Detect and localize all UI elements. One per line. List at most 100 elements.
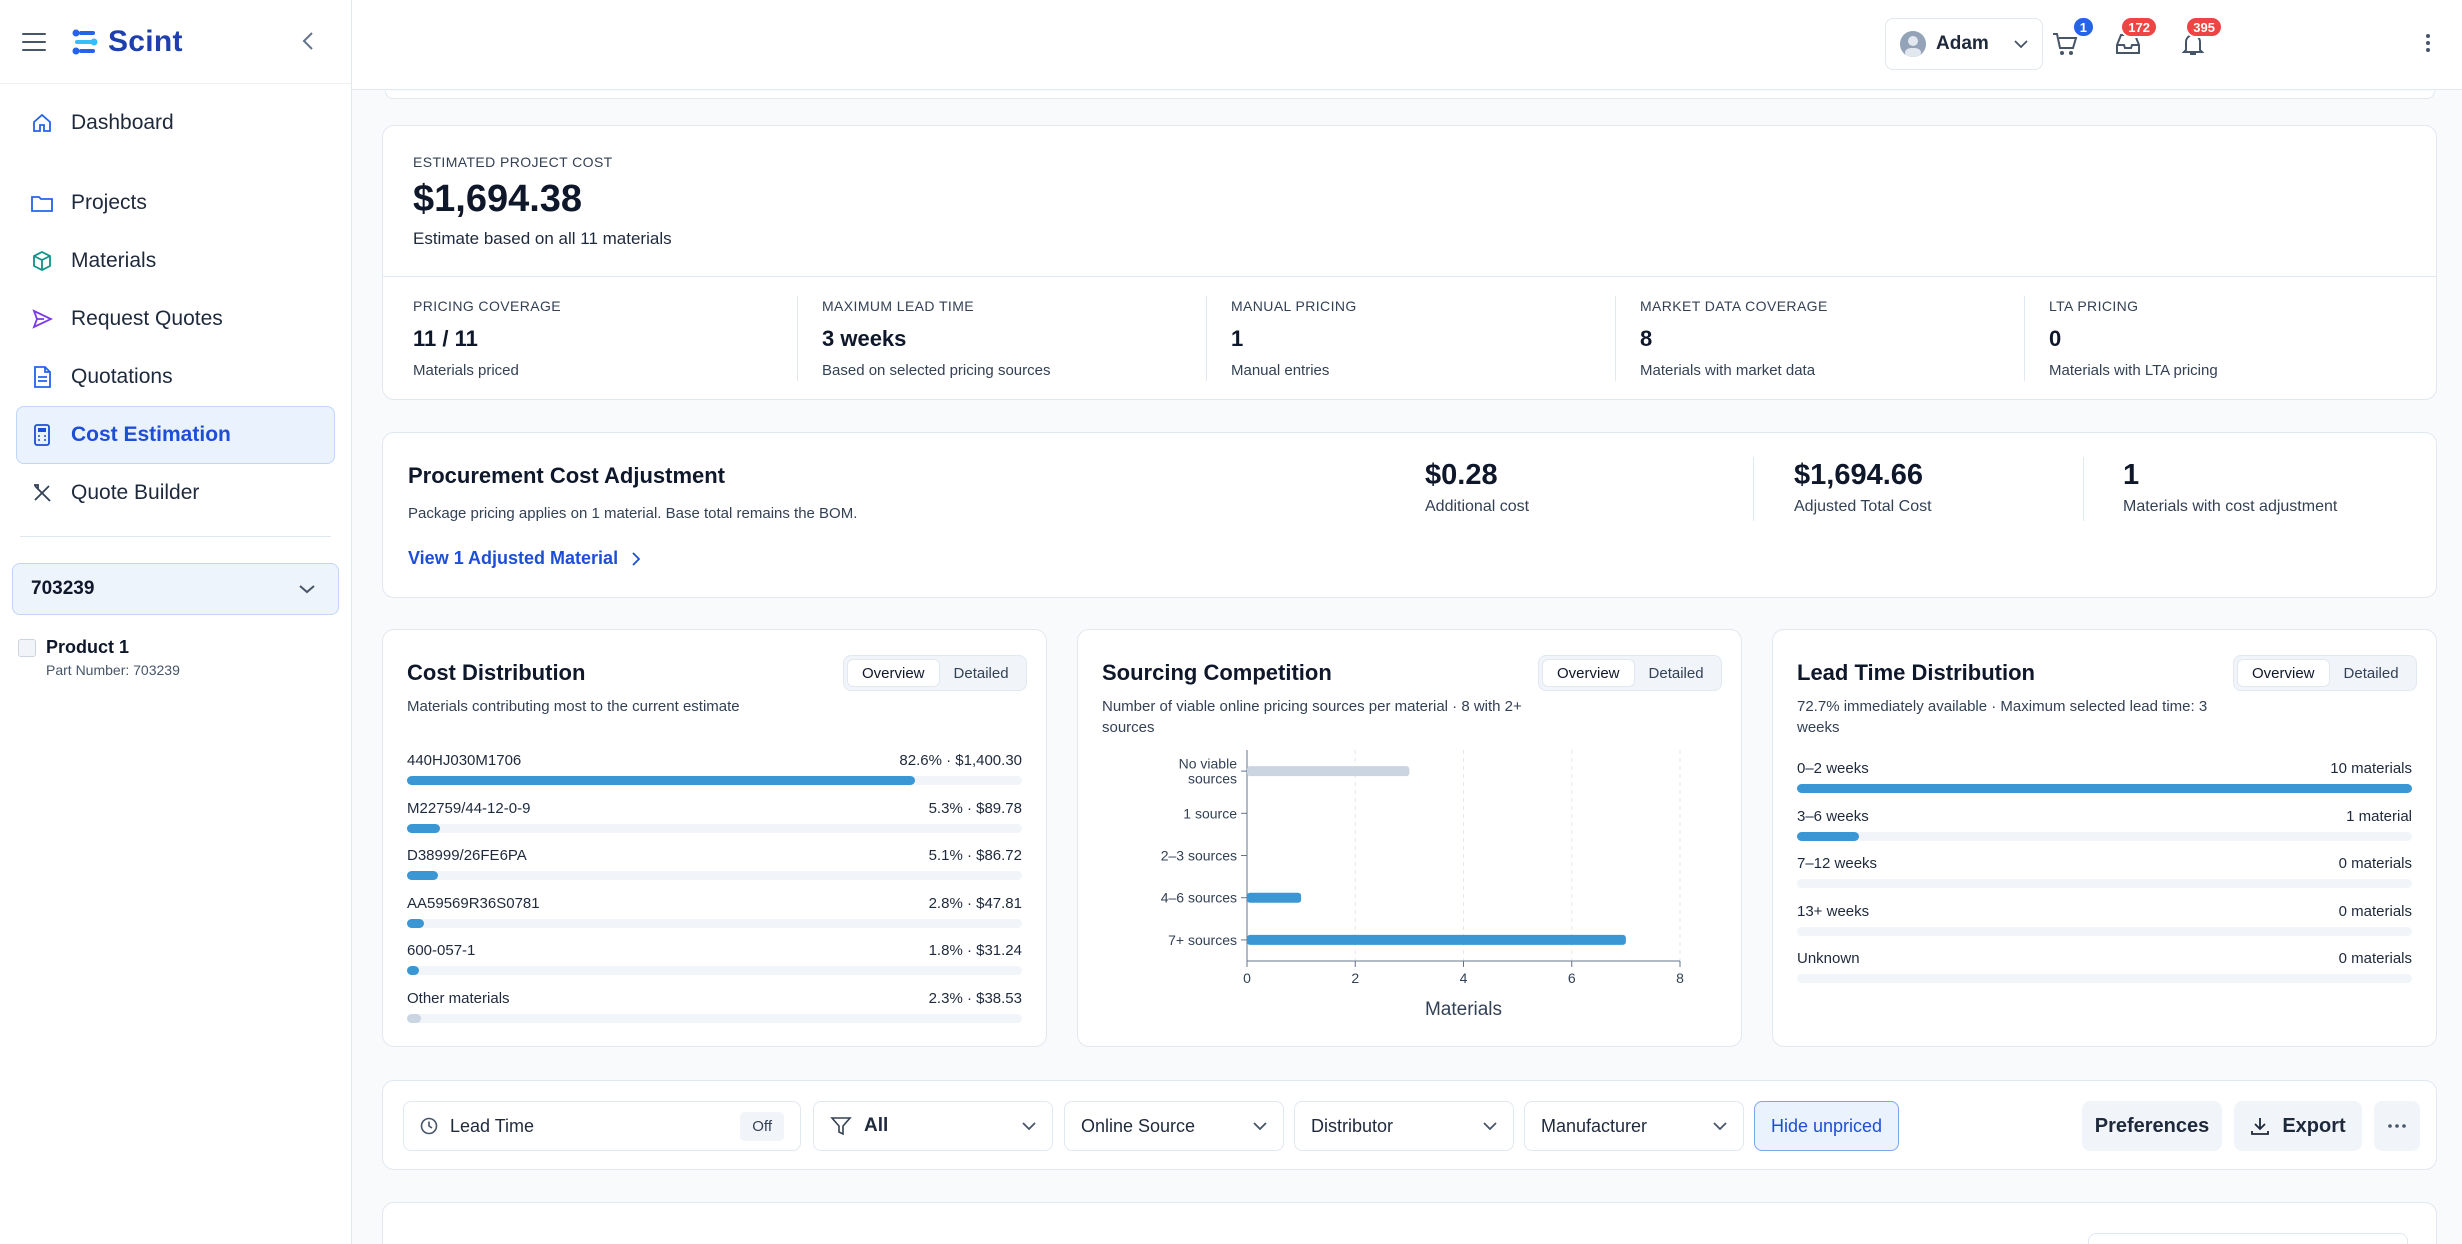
logo[interactable]: Scint bbox=[70, 25, 183, 59]
row-label: 13+ weeks bbox=[1797, 902, 1870, 920]
distributor-select[interactable]: Distributor bbox=[1294, 1101, 1514, 1151]
scope-select-value: All bbox=[864, 1115, 889, 1136]
adj-stat-count: 1 Materials with cost adjustment bbox=[2123, 459, 2337, 516]
estimate-value: $1,694.38 bbox=[413, 178, 583, 220]
menu-icon[interactable] bbox=[22, 32, 46, 51]
sidebar-item-request-quotes[interactable]: Request Quotes bbox=[16, 290, 335, 348]
notifications-button[interactable]: 395 bbox=[2175, 16, 2223, 62]
row-label: M22759/44-12-0-9 bbox=[407, 799, 531, 817]
distribution-row: 440HJ030M1706 82.6% · $1,400.30 bbox=[407, 752, 1022, 792]
sourcing-title: Sourcing Competition bbox=[1102, 660, 1332, 685]
collapse-sidebar-icon[interactable] bbox=[298, 26, 318, 56]
adj-stat-value: $0.28 bbox=[1425, 459, 1498, 491]
bar-4-6-sources[interactable] bbox=[1247, 892, 1302, 903]
tab-detailed[interactable]: Detailed bbox=[953, 664, 1009, 682]
cost-view-toggle: Overview Detailed bbox=[843, 655, 1027, 691]
tab-detailed[interactable]: Detailed bbox=[1648, 664, 1704, 682]
sidebar-item-projects[interactable]: Projects bbox=[16, 174, 335, 232]
adj-divider bbox=[1753, 457, 1754, 521]
y-tick-label: No viable bbox=[1179, 756, 1238, 772]
stat-value: 11 / 11 bbox=[413, 326, 478, 351]
row-track bbox=[407, 823, 1022, 833]
stat-market-data: MARKET DATA COVERAGE 8 Materials with ma… bbox=[1640, 298, 1828, 379]
row-fill bbox=[407, 776, 915, 785]
row-value: 1 material bbox=[2346, 807, 2412, 825]
export-button[interactable]: Export bbox=[2234, 1101, 2362, 1151]
scope-select[interactable]: All bbox=[813, 1101, 1053, 1151]
row-track bbox=[407, 918, 1022, 928]
sidebar-item-label: Materials bbox=[71, 249, 157, 272]
product-name: Product 1 bbox=[46, 637, 130, 657]
estimate-divider bbox=[383, 276, 2436, 277]
cost-distribution-subtitle: Materials contributing most to the curre… bbox=[407, 698, 740, 715]
row-fill bbox=[407, 966, 420, 975]
bar-7-sources[interactable] bbox=[1247, 934, 1626, 945]
online-source-select[interactable]: Online Source bbox=[1064, 1101, 1284, 1151]
tab-overview[interactable]: Overview bbox=[847, 659, 940, 687]
preferences-button[interactable]: Preferences bbox=[2082, 1101, 2222, 1151]
x-tick-label: 2 bbox=[1351, 970, 1359, 986]
stat-sub: Manual entries bbox=[1231, 362, 1330, 379]
inbox-button[interactable]: 172 bbox=[2110, 16, 2158, 62]
manufacturer-select[interactable]: Manufacturer bbox=[1524, 1101, 1744, 1151]
stat-lta-pricing: LTA PRICING 0 Materials with LTA pricing bbox=[2049, 298, 2218, 379]
sidebar-item-cost-estimation[interactable]: Cost Estimation bbox=[16, 406, 335, 464]
sidebar-divider bbox=[20, 536, 331, 537]
distribution-row: Other materials 2.3% · $38.53 bbox=[407, 990, 1022, 1030]
x-axis-label: Materials bbox=[1425, 999, 1502, 1020]
sidebar-item-quotations[interactable]: Quotations bbox=[16, 348, 335, 406]
project-select[interactable]: 703239 bbox=[12, 563, 339, 615]
inbox-icon bbox=[2116, 34, 2140, 54]
stat-divider bbox=[1615, 296, 1616, 381]
stat-label: LTA PRICING bbox=[2049, 298, 2139, 314]
row-value: 0 materials bbox=[2338, 855, 2412, 872]
table-search-input[interactable] bbox=[2088, 1233, 2408, 1244]
lead-time-filter-label: Lead Time bbox=[450, 1115, 535, 1136]
tab-overview[interactable]: Overview bbox=[2237, 659, 2330, 687]
lead-time-card: Lead Time Distribution Overview Detailed… bbox=[1772, 629, 2437, 1047]
more-vertical-icon[interactable] bbox=[2426, 34, 2430, 52]
distribution-row: 3–6 weeks 1 material bbox=[1797, 808, 2412, 848]
lead-time-filter[interactable]: Lead Time Off bbox=[403, 1101, 801, 1151]
sidebar-item-quote-builder[interactable]: Quote Builder bbox=[16, 464, 335, 522]
hide-unpriced-label: Hide unpriced bbox=[1770, 1115, 1883, 1136]
sidebar-item-materials[interactable]: Materials bbox=[16, 232, 335, 290]
materials-table-card bbox=[382, 1202, 2437, 1244]
adj-stat-total: $1,694.66 Adjusted Total Cost bbox=[1794, 459, 1932, 516]
lead-time-title: Lead Time Distribution bbox=[1797, 660, 2035, 685]
sidebar-item-label: Quotations bbox=[71, 365, 173, 388]
bar-no-viable-sources[interactable] bbox=[1247, 766, 1410, 777]
user-menu[interactable]: Adam bbox=[1885, 18, 2043, 70]
tab-overview[interactable]: Overview bbox=[1542, 659, 1635, 687]
row-track bbox=[407, 1013, 1022, 1023]
row-track bbox=[407, 966, 1022, 975]
chevron-down-icon bbox=[1022, 1122, 1036, 1130]
hide-unpriced-toggle[interactable]: Hide unpriced bbox=[1754, 1101, 1899, 1151]
more-options-button[interactable] bbox=[2374, 1101, 2420, 1151]
adjustment-desc: Package pricing applies on 1 material. B… bbox=[408, 505, 858, 522]
project-select-value: 703239 bbox=[31, 578, 95, 599]
adj-stat-additional: $0.28 Additional cost bbox=[1425, 459, 1529, 516]
sidebar-item-dashboard[interactable]: Dashboard bbox=[16, 94, 335, 152]
tab-detailed[interactable]: Detailed bbox=[2343, 664, 2399, 682]
row-label: 3–6 weeks bbox=[1797, 807, 1869, 825]
export-label: Export bbox=[2282, 1114, 2346, 1137]
product-checkbox[interactable] bbox=[18, 639, 36, 657]
estimate-note: Estimate based on all 11 materials bbox=[413, 229, 672, 248]
x-tick-label: 0 bbox=[1243, 970, 1251, 986]
folder-icon bbox=[29, 190, 55, 216]
adj-stat-label: Materials with cost adjustment bbox=[2123, 498, 2338, 515]
lead-time-filter-state[interactable]: Off bbox=[740, 1111, 784, 1141]
lead-time-subtitle: 72.7% immediately available · Maximum se… bbox=[1797, 698, 2208, 736]
view-adjusted-link[interactable]: View 1 Adjusted Material bbox=[408, 548, 641, 569]
product-item[interactable]: Product 1 Part Number: 703239 bbox=[0, 615, 351, 678]
chevron-down-icon bbox=[1713, 1122, 1727, 1130]
adj-stat-label: Adjusted Total Cost bbox=[1794, 498, 1932, 515]
stat-sub: Materials with LTA pricing bbox=[2049, 362, 2218, 379]
distribution-row: AA59569R36S0781 2.8% · $47.81 bbox=[407, 895, 1022, 935]
cart-button[interactable]: 1 bbox=[2047, 16, 2095, 62]
distribution-row: 600-057-1 1.8% · $31.24 bbox=[407, 942, 1022, 982]
row-value: 0 materials bbox=[2338, 950, 2412, 967]
lead-time-view-toggle: Overview Detailed bbox=[2233, 655, 2417, 691]
clock-icon bbox=[420, 1117, 438, 1135]
